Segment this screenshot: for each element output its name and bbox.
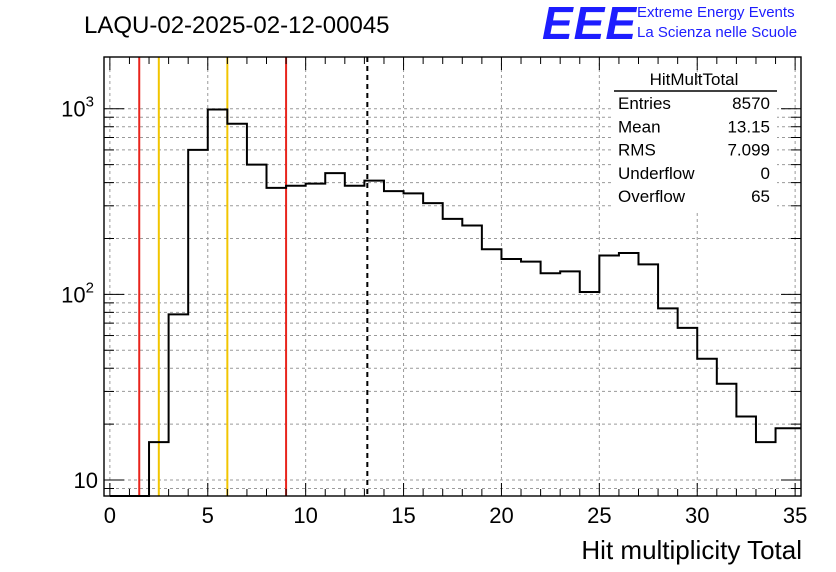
histogram-series bbox=[109, 108, 801, 497]
stats-value: 13.15 bbox=[727, 117, 770, 136]
x-tick-label: 35 bbox=[783, 503, 807, 528]
stats-label: RMS bbox=[618, 141, 656, 160]
x-tick-label: 30 bbox=[685, 503, 709, 528]
stats-label: Mean bbox=[618, 117, 661, 136]
logo-line-2: La Scienza nelle Scuole bbox=[637, 24, 798, 41]
stats-value: 0 bbox=[761, 164, 770, 183]
stats-value: 65 bbox=[751, 187, 770, 206]
plot-title: LAQU-02-2025-02-12-00045 bbox=[84, 12, 390, 39]
x-axis-label: Hit multiplicity Total bbox=[581, 535, 802, 565]
x-tick-label: 25 bbox=[587, 503, 611, 528]
stats-box-frame bbox=[612, 86, 777, 210]
stats-box: HitMultTotal Entries 8570 Mean 13.15 RMS 7.09… bbox=[612, 70, 777, 210]
eee-logo: EEE bbox=[542, 0, 638, 49]
x-tick-label: 20 bbox=[489, 503, 513, 528]
logo-line-1: Extreme Energy Events bbox=[637, 4, 795, 21]
x-tick-label: 10 bbox=[293, 503, 317, 528]
x-tick-label: 5 bbox=[202, 503, 214, 528]
stats-value: 8570 bbox=[732, 94, 770, 113]
x-tick-label: 15 bbox=[391, 503, 415, 528]
stats-label: Overflow bbox=[618, 187, 686, 206]
y-tick-label: 10 bbox=[74, 468, 98, 493]
plot-frame bbox=[103, 56, 802, 497]
marker-lines bbox=[138, 57, 369, 496]
stats-name: HitMultTotal bbox=[650, 70, 739, 89]
y-tick-label: 102 bbox=[61, 279, 94, 307]
stats-label: Entries bbox=[618, 94, 671, 113]
stats-value: 7.099 bbox=[727, 141, 770, 160]
stats-label: Underflow bbox=[618, 164, 695, 183]
x-tick-label: 0 bbox=[104, 503, 116, 528]
histogram-line bbox=[109, 108, 801, 497]
y-tick-label: 103 bbox=[61, 94, 94, 122]
grid-lines bbox=[104, 57, 801, 496]
axis-ticks: 0 5 10 15 20 25 30 35 10 102 103 bbox=[61, 57, 807, 528]
